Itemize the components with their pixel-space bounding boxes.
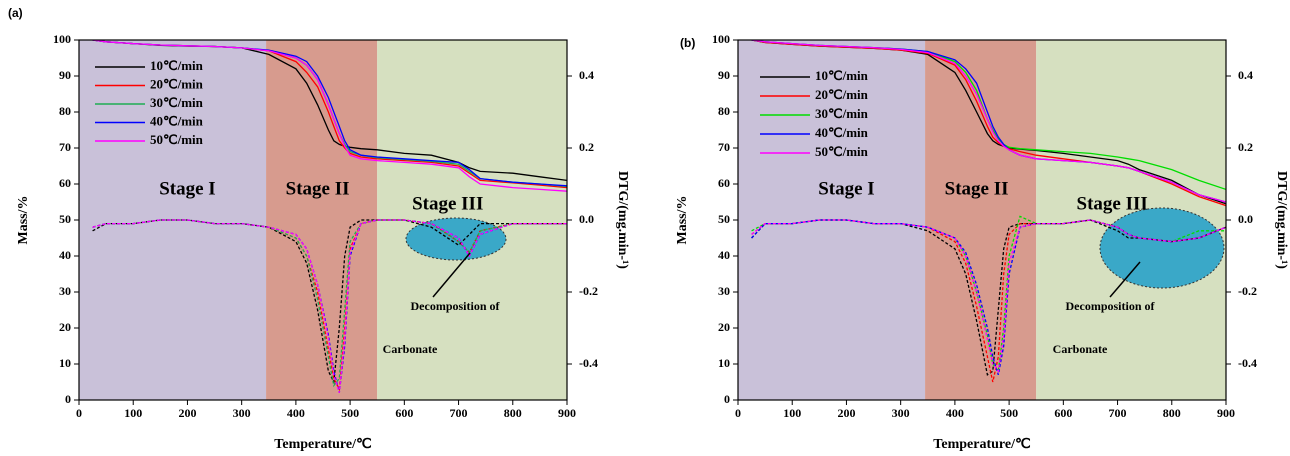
y-tick-label: 10 [59, 356, 71, 370]
y-axis-title: Mass/% [675, 196, 690, 245]
legend-label: 10℃/min [815, 68, 869, 83]
x-tick-label: 200 [178, 406, 196, 420]
y-tick-label: 80 [718, 104, 730, 118]
legend-label: 50℃/min [815, 144, 869, 159]
x-tick-label: 500 [1000, 406, 1018, 420]
y2-tick-label: 0.4 [1238, 68, 1253, 82]
panel-label: (b) [680, 36, 695, 50]
plot-lines [92, 40, 567, 393]
y-axis-title: Mass/% [16, 196, 31, 245]
highlight-ellipse [1099, 207, 1225, 289]
y-tick-label: 0 [724, 392, 730, 406]
y-tick-label: 0 [65, 392, 71, 406]
y-tick-label: 30 [59, 284, 71, 298]
panel-label: (a) [8, 6, 23, 20]
x-tick-label: 100 [783, 406, 801, 420]
legend-label: 10℃/min [150, 58, 204, 73]
y2-tick-label: -0.2 [1238, 284, 1257, 298]
y-tick-label: 40 [718, 248, 730, 262]
y-tick-label: 70 [59, 140, 71, 154]
x-tick-label: 500 [341, 406, 359, 420]
x-axis-title: Temperature/℃ [933, 437, 1031, 452]
y-tick-label: 40 [59, 248, 71, 262]
stage-band [266, 40, 378, 400]
y-tick-label: 70 [718, 140, 730, 154]
x-tick-label: 900 [1217, 406, 1235, 420]
y-tick-label: 90 [718, 68, 730, 82]
y2-tick-label: 0.0 [579, 212, 594, 226]
annotation-text: Decomposition of [411, 299, 501, 313]
y2-axis-title: DTG/(mg.min-¹) [615, 171, 630, 269]
x-tick-label: 100 [124, 406, 142, 420]
y2-tick-label: 0.2 [1238, 140, 1253, 154]
x-tick-label: 400 [946, 406, 964, 420]
plot-lines [751, 40, 1226, 383]
y2-axis-title: DTG/(mg.min-¹) [1274, 171, 1289, 269]
stage-label: Stage III [412, 193, 483, 214]
y-tick-label: 90 [59, 68, 71, 82]
panel: Stage I Stage II Stage III Decomposition of… [675, 32, 1289, 452]
x-tick-label: 700 [1109, 406, 1127, 420]
x-tick-label: 600 [395, 406, 413, 420]
y2-tick-label: -0.4 [579, 356, 598, 370]
dtg-line [92, 219, 567, 393]
annotation-text: Carbonate [383, 342, 438, 356]
y-tick-label: 80 [59, 104, 71, 118]
y2-tick-label: 0.2 [579, 140, 594, 154]
annotation-text: Decomposition of [1066, 299, 1156, 313]
x-tick-label: 0 [76, 406, 82, 420]
y2-tick-label: 0.4 [579, 68, 594, 82]
stage-label: Stage I [159, 178, 215, 199]
legend-label: 50℃/min [150, 132, 204, 147]
x-tick-label: 900 [558, 406, 576, 420]
highlight-ellipse [405, 217, 507, 261]
stage-label: Stage II [945, 178, 1009, 199]
y-tick-label: 20 [59, 320, 71, 334]
y2-tick-label: -0.4 [1238, 356, 1257, 370]
y-tick-label: 30 [718, 284, 730, 298]
mass-line [751, 40, 1226, 203]
y-tick-label: 50 [59, 212, 71, 226]
y-tick-label: 60 [59, 176, 71, 190]
x-tick-label: 700 [450, 406, 468, 420]
panel: Stage I Stage II Stage III Decomposition of… [8, 6, 630, 452]
x-tick-label: 400 [287, 406, 305, 420]
mass-line [92, 40, 567, 192]
x-axis-title: Temperature/℃ [274, 437, 372, 452]
legend-label: 40℃/min [815, 125, 869, 140]
legend-label: 20℃/min [150, 76, 204, 91]
y-tick-label: 20 [718, 320, 730, 334]
x-tick-label: 800 [504, 406, 522, 420]
stage-label: Stage II [286, 178, 350, 199]
y-tick-label: 60 [718, 176, 730, 190]
x-tick-label: 200 [837, 406, 855, 420]
x-tick-label: 300 [233, 406, 251, 420]
stage-label: Stage III [1077, 193, 1148, 214]
annotation-arrow [1109, 261, 1141, 298]
y-tick-label: 100 [712, 32, 730, 46]
x-tick-label: 600 [1054, 406, 1072, 420]
y-tick-label: 50 [718, 212, 730, 226]
x-tick-label: 300 [892, 406, 910, 420]
dtg-line [751, 219, 1226, 373]
y-tick-label: 100 [53, 32, 71, 46]
legend-label: 40℃/min [150, 113, 204, 128]
legend-label: 30℃/min [150, 95, 204, 110]
legend-label: 30℃/min [815, 106, 869, 121]
y2-tick-label: 0.0 [1238, 212, 1253, 226]
x-tick-label: 800 [1163, 406, 1181, 420]
y2-tick-label: -0.2 [579, 284, 598, 298]
y-tick-label: 10 [718, 356, 730, 370]
annotation-arrow [432, 252, 471, 298]
annotation-text: Carbonate [1053, 342, 1108, 356]
x-tick-label: 0 [735, 406, 741, 420]
stage-label: Stage I [818, 178, 874, 199]
legend-label: 20℃/min [815, 87, 869, 102]
